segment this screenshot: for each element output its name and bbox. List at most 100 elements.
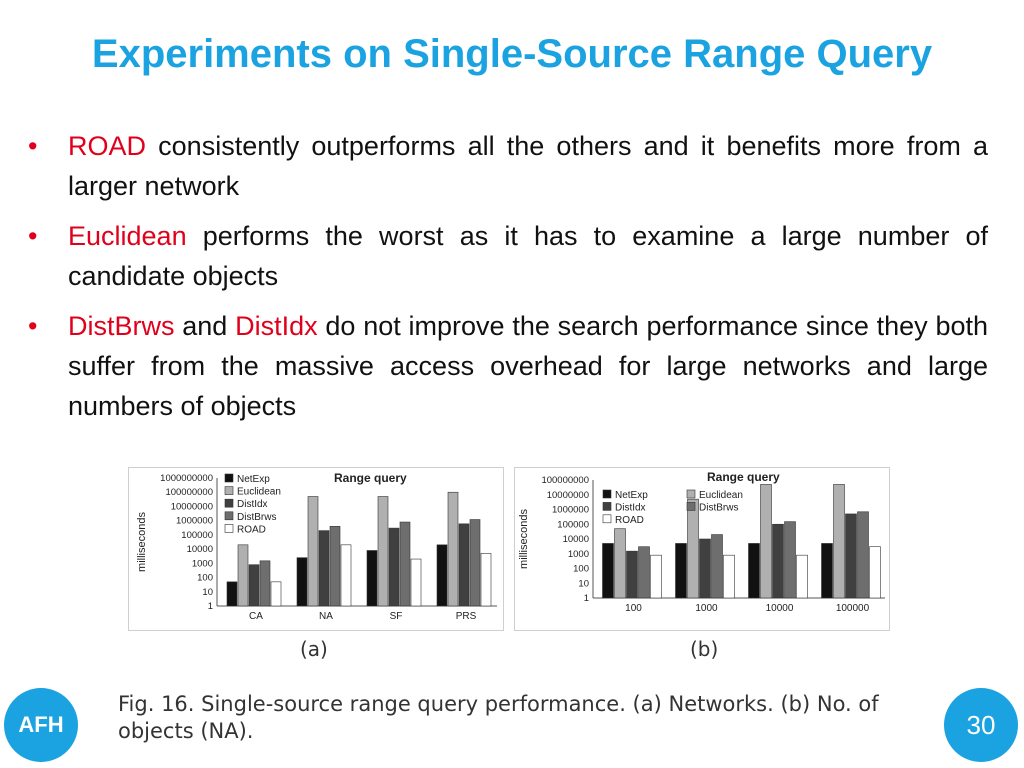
legend-label: DistIdx (615, 502, 646, 513)
legend-label: Euclidean (699, 490, 743, 501)
y-tick-label: 1 (584, 593, 589, 604)
y-tick-label: 100000 (181, 530, 213, 541)
y-tick-label: 100 (573, 564, 589, 575)
bar (833, 484, 845, 599)
chart-panel-a: 1 10 100 1000 10000 100000 1000000 10000000 1000… (128, 467, 504, 631)
y-tick-label: 10 (202, 587, 213, 598)
bullet-text: and (174, 311, 236, 341)
bar (821, 543, 833, 599)
bar (259, 560, 271, 607)
chart-b: 1 10 100 1000 10000 100000 1000000 10000000 1000… (518, 470, 885, 614)
x-tick-label: 10000 (766, 603, 794, 614)
legend-swatch (602, 489, 612, 499)
x-tick-label: 100 (625, 603, 642, 614)
y-tick-label: 10000000 (171, 501, 213, 512)
y-tick-label: 10000000 (547, 490, 589, 501)
bullet-text: performs the worst as it has to examine … (68, 221, 988, 291)
bar (626, 550, 638, 599)
bar (760, 484, 772, 599)
bar (248, 564, 260, 607)
x-tick-label: 100000 (836, 603, 870, 614)
slide-title: Experiments on Single-Source Range Query (91, 32, 933, 76)
bar (723, 554, 735, 599)
legend-swatch (224, 511, 234, 521)
bar (237, 544, 249, 607)
x-tick-label: 1000 (695, 603, 718, 614)
y-tick-label: 10 (578, 578, 589, 589)
x-tick-label: PRS (456, 611, 477, 622)
y-tick-label: 10000 (563, 534, 589, 545)
y-tick-label: 10000 (187, 544, 213, 555)
legend-label: ROAD (237, 524, 266, 535)
y-axis-label: milliseconds (518, 509, 530, 569)
bullet-text: do not improve the search performance si… (68, 311, 988, 421)
y-tick-label: 1000 (192, 558, 213, 569)
bar (687, 498, 699, 599)
legend-label: DistBrws (699, 502, 738, 513)
x-tick-label: CA (249, 611, 263, 622)
bullet-marker: • (28, 221, 38, 251)
y-tick-label: 100000000 (541, 475, 589, 486)
bar (699, 538, 711, 599)
bar (377, 496, 389, 607)
bullet-highlight: DistBrws (68, 311, 175, 341)
bar (869, 546, 881, 599)
bar (270, 581, 282, 607)
y-tick-label: 100000000 (165, 487, 213, 498)
bullet-highlight: Euclidean (68, 221, 187, 251)
legend-swatch (686, 489, 696, 499)
y-tick-label: 1 (208, 601, 213, 612)
bullet-highlight: DistIdx (235, 311, 318, 341)
x-tick-label: NA (319, 611, 333, 622)
bar (329, 526, 341, 607)
y-tick-label: 1000000 (176, 516, 213, 527)
bar (650, 554, 662, 599)
y-tick-label: 1000000 (552, 505, 589, 516)
bullet-marker: • (28, 311, 38, 341)
bar (857, 511, 869, 599)
legend-swatch (224, 473, 234, 483)
chart-a: 1 10 100 1000 10000 100000 1000000 10000000 1000… (136, 471, 497, 622)
bar (340, 544, 352, 607)
bar (748, 543, 760, 599)
bar (318, 530, 330, 607)
chart-title: Range query (334, 471, 407, 485)
bar (296, 557, 308, 607)
legend-label: ROAD (615, 515, 644, 526)
bullet-item: • ROAD consistently outperforms all the … (28, 126, 988, 206)
y-tick-label: 1000 (568, 549, 589, 560)
bar (675, 543, 687, 599)
y-axis-label: milliseconds (136, 512, 148, 572)
bullet-list: • ROAD consistently outperforms all the … (28, 126, 988, 436)
bullet-text: consistently outperforms all the others … (68, 131, 988, 201)
bar (469, 519, 481, 607)
bar (602, 543, 614, 599)
y-tick-label: 100000 (557, 519, 589, 530)
bar (480, 553, 492, 607)
bar (711, 534, 723, 599)
bar (388, 527, 400, 607)
legend-swatch (686, 502, 696, 511)
bullet-marker: • (28, 131, 38, 161)
bar (638, 546, 650, 599)
bar (458, 523, 470, 607)
bar (226, 581, 238, 607)
bar (845, 513, 857, 599)
bar (436, 544, 448, 607)
chart-b-label: (b) (690, 637, 719, 661)
legend-swatch (224, 498, 234, 508)
legend-swatch (224, 524, 234, 533)
bar (399, 521, 411, 607)
bullet-highlight: ROAD (68, 131, 147, 161)
bar (307, 496, 319, 607)
bar (410, 558, 422, 607)
bar (784, 521, 796, 599)
legend-label: NetExp (615, 490, 648, 501)
legend-label: DistIdx (237, 499, 268, 510)
chart-panel-b: 1 10 100 1000 10000 100000 1000000 10000000 1000… (514, 467, 890, 631)
legend-swatch (224, 486, 234, 495)
page-number: 30 (944, 688, 1018, 762)
bullet-item: • DistBrws and DistIdx do not improve th… (28, 306, 988, 426)
bullet-item: • Euclidean performs the worst as it has… (28, 216, 988, 296)
y-tick-label: 1000000000 (160, 473, 213, 484)
